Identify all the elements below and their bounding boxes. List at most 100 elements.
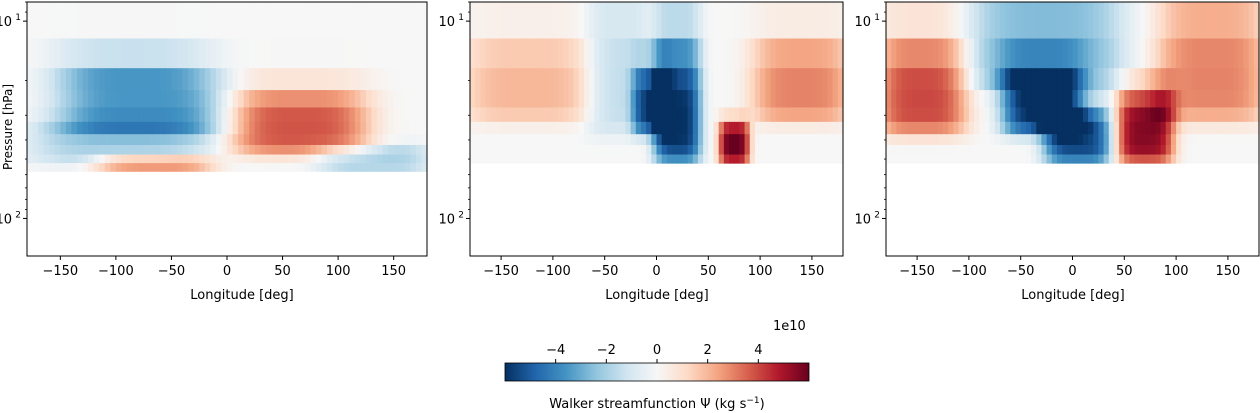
- heatmap-cell: [399, 68, 406, 91]
- heatmap-cell: [1222, 90, 1229, 108]
- heatmap-cell: [1020, 121, 1027, 135]
- heatmap-cell: [796, 107, 803, 123]
- heatmap-cell: [1113, 121, 1120, 135]
- heatmap-cell: [563, 107, 570, 123]
- heatmap-cell: [552, 121, 559, 135]
- heatmap-cell: [182, 163, 189, 172]
- heatmap-cell: [578, 2, 585, 39]
- heatmap-cell: [210, 38, 217, 69]
- heatmap-cell: [542, 134, 549, 146]
- x-tick-label: 0: [223, 264, 231, 279]
- heatmap-cell: [661, 144, 668, 155]
- heatmap-cell: [672, 107, 678, 123]
- heatmap-cell: [599, 107, 606, 123]
- heatmap-cell: [1155, 121, 1162, 135]
- heatmap-cell: [1191, 144, 1198, 155]
- heatmap-cell: [1015, 144, 1022, 155]
- heatmap-cell: [901, 90, 908, 108]
- heatmap-cell: [232, 38, 239, 69]
- heatmap-cell: [1113, 154, 1120, 164]
- heatmap-cell: [1082, 2, 1089, 39]
- heatmap-cell: [282, 107, 289, 123]
- heatmap-cell: [1186, 144, 1193, 155]
- heatmap-cell: [354, 154, 361, 164]
- heatmap-cell: [27, 2, 34, 39]
- heatmap-cell: [193, 144, 200, 155]
- heatmap-cell: [775, 134, 782, 146]
- heatmap-cell: [260, 107, 267, 123]
- heatmap-cell: [927, 90, 934, 108]
- heatmap-cell: [734, 38, 740, 69]
- heatmap-cell: [1108, 107, 1115, 123]
- heatmap-cell: [901, 38, 908, 69]
- heatmap-cell: [760, 90, 766, 108]
- heatmap-cell: [410, 38, 417, 69]
- heatmap-cell: [932, 154, 939, 164]
- heatmap-cell: [578, 134, 585, 146]
- heatmap-cell: [791, 154, 797, 164]
- heatmap-cell: [332, 38, 339, 69]
- heatmap-cell: [827, 154, 834, 164]
- heatmap-cell: [149, 68, 156, 91]
- heatmap-cell: [310, 154, 317, 164]
- heatmap-cell: [293, 90, 300, 108]
- heatmap-cell: [984, 144, 991, 155]
- heatmap-cell: [132, 154, 139, 164]
- heatmap-cell: [188, 90, 195, 108]
- heatmap-cell: [1227, 154, 1234, 164]
- heatmap-cell: [942, 144, 949, 155]
- heatmap-cell: [547, 38, 554, 69]
- heatmap-cell: [1155, 144, 1162, 155]
- heatmap-cell: [1082, 154, 1089, 164]
- heatmap-cell: [165, 121, 173, 135]
- heatmap-cell: [227, 144, 234, 155]
- heatmap-cell: [310, 38, 317, 69]
- heatmap-cell: [1134, 134, 1141, 146]
- x-tick-label: −50: [591, 264, 618, 279]
- heatmap-cell: [1082, 134, 1089, 146]
- heatmap-cell: [1160, 107, 1167, 123]
- heatmap-cell: [677, 90, 683, 108]
- heatmap-cell: [271, 121, 278, 135]
- heatmap-cell: [1056, 2, 1063, 39]
- heatmap-cell: [71, 121, 78, 135]
- heatmap-cell: [697, 2, 704, 39]
- heatmap-cell: [271, 163, 278, 172]
- heatmap-cell: [293, 144, 300, 155]
- heatmap-cell: [332, 121, 339, 135]
- heatmap-cell: [321, 163, 328, 172]
- heatmap-cell: [501, 38, 507, 69]
- heatmap-cell: [138, 134, 145, 146]
- heatmap-cell: [1176, 121, 1182, 135]
- heatmap-cell: [1020, 107, 1027, 123]
- heatmap-cell: [906, 144, 913, 155]
- heatmap-cell: [1015, 154, 1022, 164]
- heatmap-cell: [837, 134, 844, 146]
- heatmap-cell: [204, 134, 211, 146]
- heatmap-cell: [780, 38, 787, 69]
- heatmap-cell: [254, 2, 261, 39]
- heatmap-cell: [1248, 38, 1255, 69]
- heatmap-cell: [697, 154, 704, 164]
- heatmap-cell: [1186, 68, 1193, 91]
- heatmap-cell: [332, 68, 339, 91]
- heatmap-cell: [138, 90, 145, 108]
- heatmap-cell: [837, 144, 844, 155]
- heatmap-cell: [365, 154, 373, 164]
- heatmap-cell: [1253, 154, 1260, 164]
- heatmap-cell: [165, 154, 173, 164]
- heatmap-cell: [265, 163, 273, 172]
- heatmap-cell: [49, 134, 56, 146]
- heatmap-cell: [749, 144, 756, 155]
- heatmap-cell: [568, 144, 575, 155]
- heatmap-cell: [506, 90, 513, 108]
- heatmap-cell: [770, 2, 777, 39]
- heatmap-cell: [640, 144, 647, 155]
- heatmap-cell: [110, 144, 117, 155]
- heatmap-cell: [911, 90, 918, 108]
- heatmap-cell: [723, 144, 730, 155]
- heatmap-cell: [1036, 107, 1043, 123]
- heatmap-cells: [27, 2, 428, 172]
- heatmap-cell: [99, 68, 106, 91]
- heatmap-cell: [646, 90, 652, 108]
